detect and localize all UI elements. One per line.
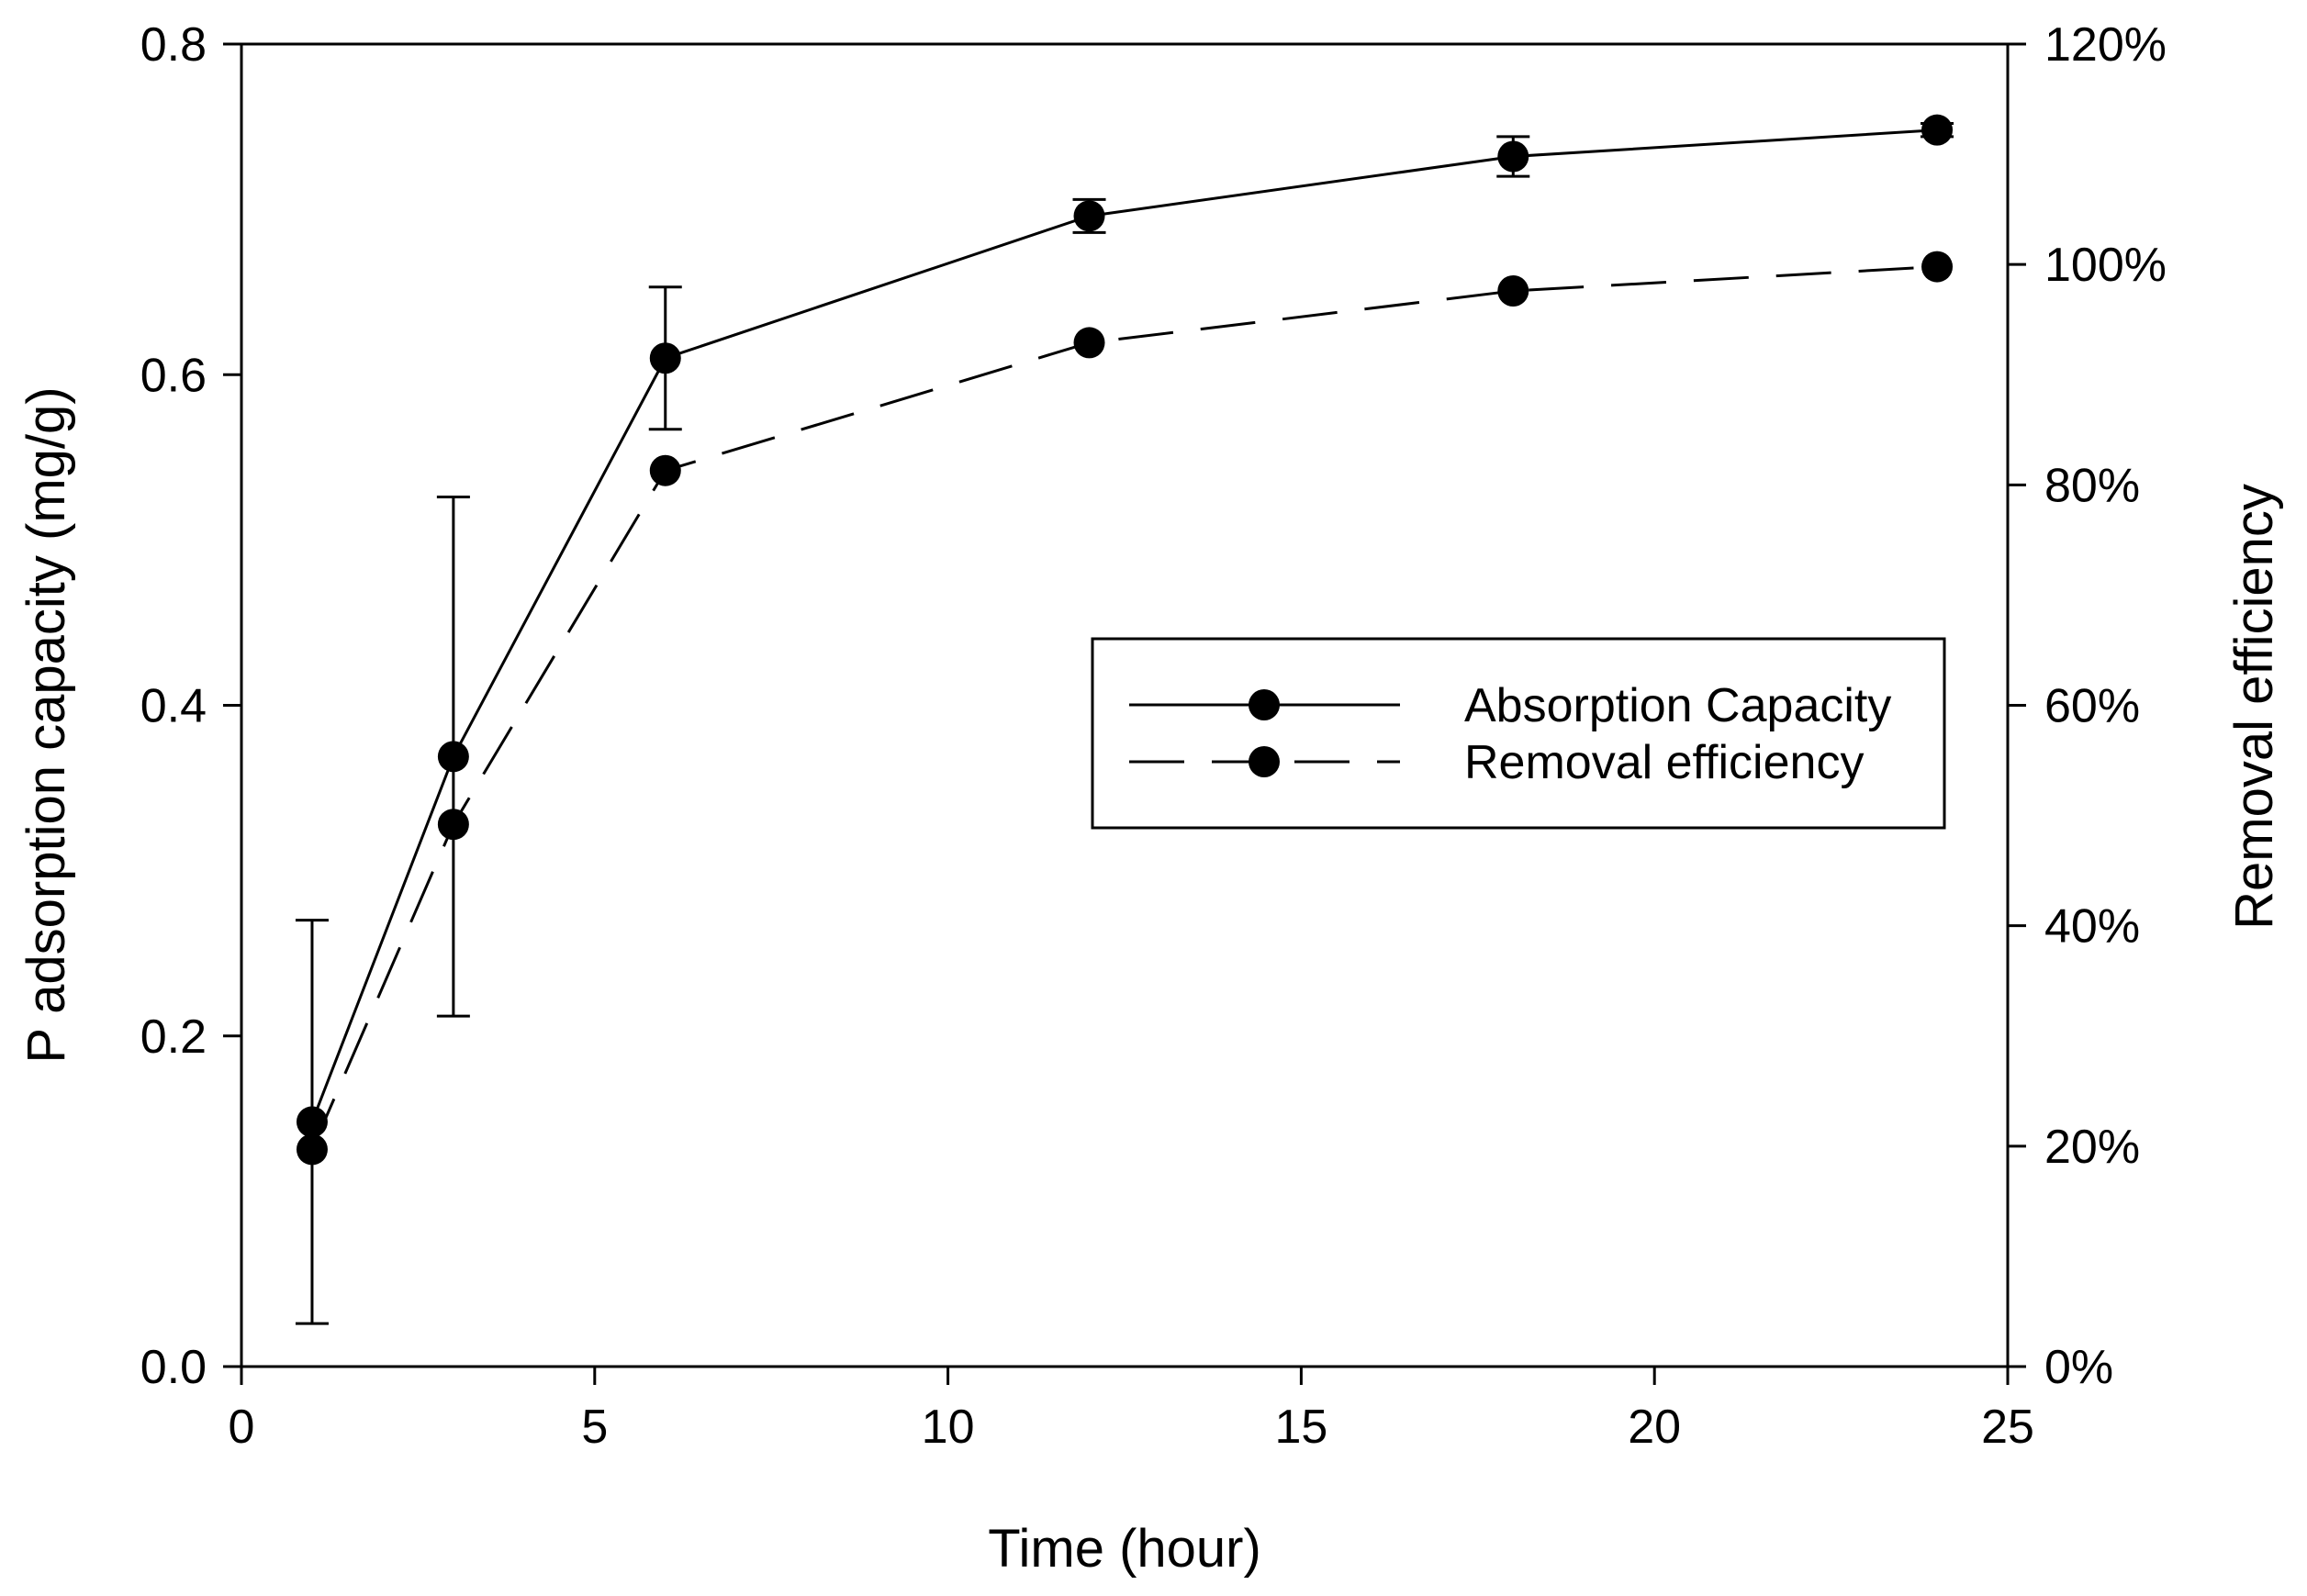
series-line-absorption-capacity <box>310 128 1938 1122</box>
data-point-removal-efficiency <box>296 1133 328 1166</box>
data-point-removal-efficiency <box>1497 274 1529 307</box>
y2-tick-label: 100% <box>2044 239 2167 292</box>
y-axis-label: P adsorption capacity (mg/g) <box>17 386 76 1063</box>
y-tick-label: 0.8 <box>140 18 207 72</box>
legend-marker-removal-efficiency <box>1249 746 1280 777</box>
x-axis-label: Time (hour) <box>988 1519 1261 1579</box>
data-point-absorption-capacity <box>437 741 469 773</box>
data-point-absorption-capacity <box>1073 200 1105 232</box>
data-point-removal-efficiency <box>1921 251 1954 283</box>
series-line-removal-efficiency <box>310 265 1938 1151</box>
legend-box <box>1091 637 1946 830</box>
data-point-absorption-capacity <box>649 342 681 374</box>
y2-tick-label: 60% <box>2044 680 2140 733</box>
x-tick-label: 5 <box>581 1401 608 1454</box>
data-point-absorption-capacity <box>1497 140 1529 173</box>
y2-tick-label: 80% <box>2044 459 2140 512</box>
y2-tick-label: 20% <box>2044 1121 2140 1174</box>
y2-tick-label: 0% <box>2044 1341 2113 1394</box>
data-point-removal-efficiency <box>649 454 681 486</box>
x-tick-label: 10 <box>922 1401 975 1454</box>
x-tick-label: 25 <box>1981 1401 2034 1454</box>
legend-label-absorption-capacity: Absorption Capacity <box>1464 679 1891 732</box>
axes: 0 5 10 15 20 25 0.0 0.2 0.4 0.6 0.8 0% 20% 40% 60% 80% 1… <box>140 18 2167 1454</box>
y-tick-label: 0.2 <box>140 1010 207 1064</box>
data-point-absorption-capacity <box>1921 114 1954 146</box>
x-tick-label: 20 <box>1628 1401 1681 1454</box>
data-point-removal-efficiency <box>437 809 469 841</box>
x-tick-label: 0 <box>229 1401 255 1454</box>
data-point-removal-efficiency <box>1073 327 1105 359</box>
y-tick-label: 0.6 <box>140 349 207 402</box>
legend-label-removal-efficiency: Removal efficiency <box>1464 736 1864 789</box>
y2-axis-label: Removal efficiency <box>2224 484 2284 930</box>
y2-tick-label: 120% <box>2044 18 2167 72</box>
legend-marker-absorption-capacity <box>1249 689 1280 720</box>
x-tick-label: 15 <box>1274 1401 1327 1454</box>
y-tick-label: 0.0 <box>140 1341 207 1394</box>
legend: Absorption Capacity Removal efficiency <box>1091 637 1946 830</box>
y2-tick-label: 40% <box>2044 900 2140 954</box>
series-layer <box>295 114 1954 1325</box>
y-tick-label: 0.4 <box>140 680 207 733</box>
